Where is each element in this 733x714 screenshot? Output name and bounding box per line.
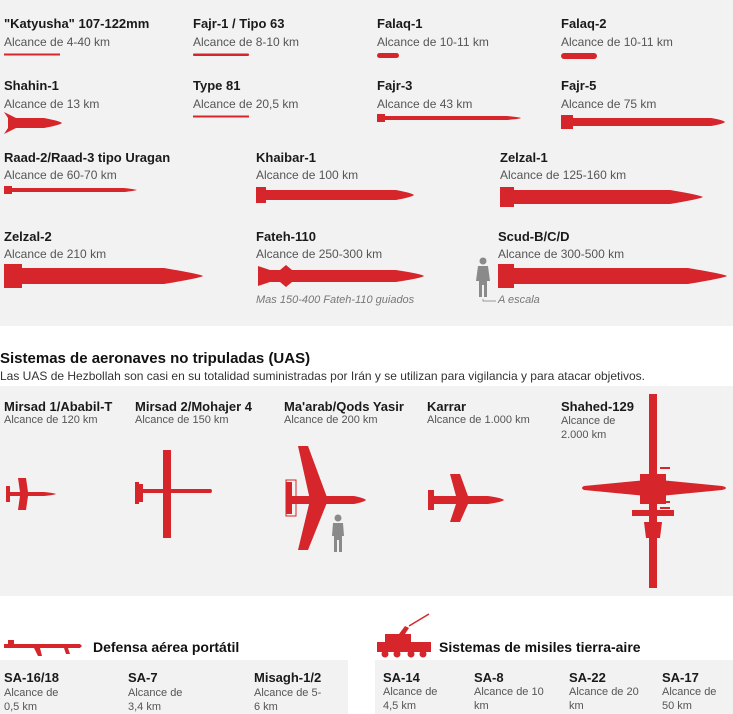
rocket-range: Alcance de 13 km — [4, 97, 100, 111]
karrar-drone-icon — [428, 474, 504, 522]
fajr5-rocket-icon — [561, 115, 725, 129]
human-scale-icon — [476, 257, 496, 302]
sam-name: SA-14 — [383, 670, 420, 685]
manpads-range: Alcance de 5-6 km — [254, 687, 322, 713]
uas-range: Alcance de 150 km — [135, 414, 229, 426]
sam-panel — [375, 660, 733, 714]
rocket-range: Alcance de 20,5 km — [193, 97, 299, 111]
uas-range: Alcance de 2.000 km — [561, 415, 616, 441]
manpads-range: Alcance de 0,5 km — [4, 687, 59, 713]
manpads-name: SA-7 — [128, 670, 158, 685]
manpads-panel — [0, 660, 348, 714]
rocket-name: Falaq-1 — [377, 16, 423, 31]
sam-title: Sistemas de misiles tierra-aire — [439, 639, 641, 655]
uas-name: Mirsad 1/Ababil-T — [4, 399, 113, 414]
rocket-name: Type 81 — [193, 78, 241, 93]
mirsad2-drone-icon — [135, 450, 212, 538]
mirsad1-drone-icon — [6, 478, 56, 510]
uas-range: Alcance de 120 km — [4, 414, 98, 426]
rocket-name: Fajr-1 / Tipo 63 — [193, 16, 285, 31]
rocket-name: Shahin-1 — [4, 78, 59, 93]
manpads-name: SA-16/18 — [4, 670, 59, 685]
uas-name: Shahed-129 — [561, 399, 634, 414]
rocket-range: Alcance de 10-11 km — [377, 35, 489, 49]
scud-rocket-icon — [498, 264, 727, 288]
rocket-name: Zelzal-1 — [500, 150, 548, 165]
fateh-note: Mas 150-400 Fateh-110 guiados — [256, 294, 415, 306]
rocket-name: "Katyusha" 107-122mm — [4, 16, 150, 31]
uas-range: Alcance de 200 km — [284, 414, 378, 426]
zelzal1-rocket-icon — [500, 187, 703, 207]
type81-rocket-icon — [193, 115, 249, 118]
falaq2-rocket-icon — [561, 53, 597, 59]
uas-name: Mirsad 2/Mohajer 4 — [135, 399, 253, 414]
rocket-range: Alcance de 8-10 km — [193, 35, 300, 49]
sam-name: SA-8 — [474, 670, 504, 685]
rocket-range: Alcance de 4-40 km — [4, 35, 111, 49]
rocket-range: Alcance de 75 km — [561, 97, 657, 111]
maarab-drone-icon — [285, 446, 366, 550]
falaq1-rocket-icon — [377, 53, 399, 58]
rocket-range: Alcance de 210 km — [4, 247, 107, 261]
shahed129-drone-icon — [582, 394, 726, 588]
sam-name: SA-22 — [569, 670, 606, 685]
sam-range: Alcance de 10 km — [474, 686, 544, 712]
sam-name: SA-17 — [662, 670, 699, 685]
fateh110-rocket-icon — [258, 265, 424, 287]
rocket-range: Alcance de 125-160 km — [500, 168, 627, 182]
rocket-name: Fajr-3 — [377, 78, 413, 93]
manpads-range: Alcance de 3,4 km — [128, 687, 183, 713]
uas-title: Sistemas de aeronaves no tripuladas (UAS… — [0, 350, 311, 367]
rocket-range: Alcance de 250-300 km — [256, 247, 383, 261]
sam-range: Alcance de 50 km — [662, 686, 717, 712]
manpads-icon — [4, 640, 82, 656]
uas-subtitle: Las UAS de Hezbollah son casi en su tota… — [0, 369, 646, 383]
rocket-name: Scud-B/C/D — [498, 229, 570, 244]
manpads-name: Misagh-1/2 — [254, 670, 322, 685]
human-scale-icon — [332, 514, 344, 552]
fajr1-rocket-icon — [193, 53, 249, 56]
rocket-range: Alcance de 43 km — [377, 97, 473, 111]
rocket-range: Alcance de 10-11 km — [561, 35, 673, 49]
shahin1-rocket-icon — [4, 112, 62, 134]
rocket-name: Raad-2/Raad-3 tipo Uragan — [4, 150, 171, 165]
rocket-name: Falaq-2 — [561, 16, 607, 31]
rocket-range: Alcance de 60-70 km — [4, 168, 117, 182]
uas-name: Karrar — [427, 399, 467, 414]
rocket-name: Fateh-110 — [256, 229, 316, 244]
sam-range: Alcance de 4,5 km — [383, 686, 438, 712]
sam-range: Alcance de 20 km — [569, 686, 639, 712]
uas-name: Ma'arab/Qods Yasir — [284, 399, 404, 414]
raad-rocket-icon — [4, 186, 137, 194]
manpads-title: Defensa aérea portátil — [93, 639, 240, 655]
rocket-name: Zelzal-2 — [4, 229, 52, 244]
rocket-range: Alcance de 100 km — [256, 168, 359, 182]
scale-note: A escala — [498, 294, 540, 306]
rocket-name: Fajr-5 — [561, 78, 597, 93]
khaibar1-rocket-icon — [256, 187, 414, 203]
sam-vehicle-icon — [377, 613, 431, 658]
rocket-range: Alcance de 300-500 km — [498, 247, 625, 261]
fajr3-rocket-icon — [377, 114, 521, 122]
katyusha-rocket-icon — [4, 53, 60, 56]
zelzal2-rocket-icon — [4, 264, 203, 288]
rocket-name: Khaibar-1 — [256, 150, 316, 165]
uas-range: Alcance de 1.000 km — [427, 414, 530, 426]
